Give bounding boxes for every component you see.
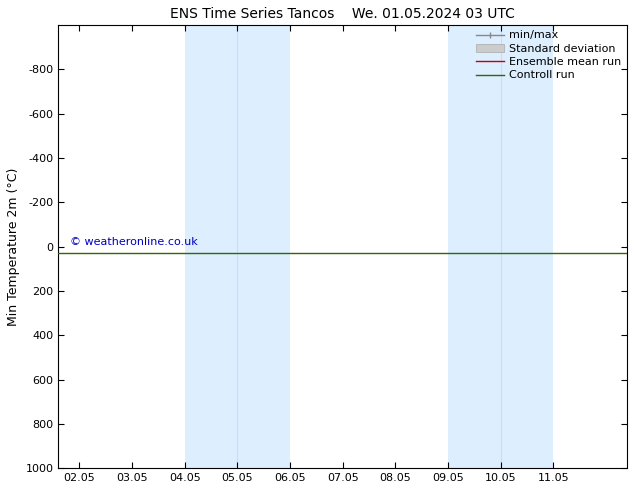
Title: ENS Time Series Tancos    We. 01.05.2024 03 UTC: ENS Time Series Tancos We. 01.05.2024 03…: [171, 7, 515, 21]
Bar: [184, 25, 290, 468]
Text: © weatheronline.co.uk: © weatheronline.co.uk: [70, 237, 197, 246]
Legend: min/max, Standard deviation, Ensemble mean run, Controll run: min/max, Standard deviation, Ensemble me…: [476, 30, 621, 80]
Bar: [448, 25, 553, 468]
Y-axis label: Min Temperature 2m (°C): Min Temperature 2m (°C): [7, 168, 20, 326]
